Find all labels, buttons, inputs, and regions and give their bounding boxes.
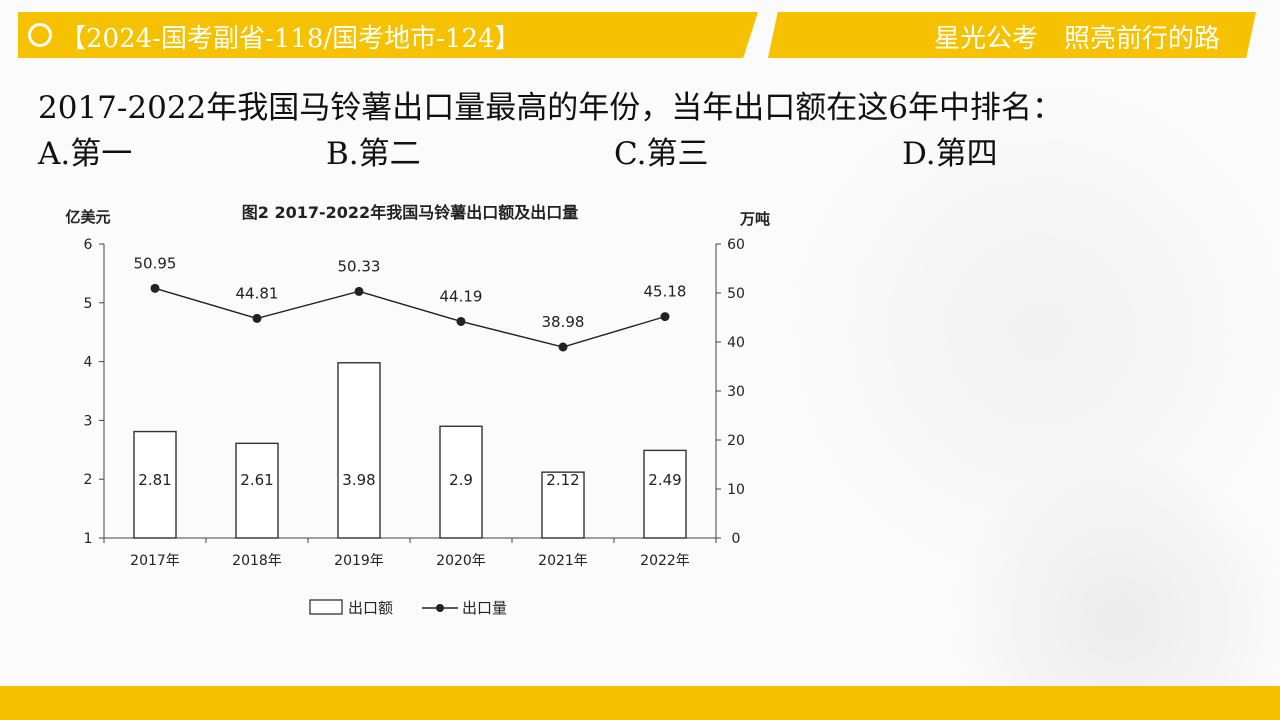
line-point	[558, 342, 568, 352]
line-point	[354, 286, 364, 296]
left-tick-label: 5	[84, 296, 93, 312]
x-tick-label: 2019年	[334, 553, 384, 569]
bar-export-value	[541, 471, 585, 539]
legend-bar-label: 出口额	[348, 599, 393, 617]
right-tick-label: 0	[732, 531, 741, 547]
bar-export-value	[337, 362, 381, 539]
answer-options: A.第一 B.第二 C.第三 D.第四	[38, 128, 1138, 172]
left-tick-label: 2	[84, 472, 93, 488]
right-tick-label: 50	[727, 286, 745, 302]
bar-data-label: 2.61	[240, 471, 273, 489]
chart-title: 图2 2017-2022年我国马铃薯出口额及出口量	[242, 203, 578, 222]
option-a[interactable]: A.第一	[38, 136, 133, 172]
export-chart: 图2 2017-2022年我国马铃薯出口额及出口量 亿美元 万吨 1234560…	[65, 203, 770, 617]
question-text: 2017-2022年我国马铃薯出口量最高的年份，当年出口额在这6年中排名：	[38, 90, 1063, 126]
bar-data-label: 2.49	[648, 471, 681, 489]
line-point	[252, 313, 262, 323]
x-tick-label: 2021年	[538, 553, 588, 569]
right-tick-label: 30	[727, 384, 745, 400]
bar-export-value	[133, 430, 177, 539]
bar-data-label: 2.9	[449, 471, 473, 489]
option-b[interactable]: B.第二	[326, 136, 421, 172]
line-data-label: 44.81	[236, 284, 279, 302]
bar-data-label: 2.12	[546, 471, 579, 489]
brand-slogan: 星光公考 照亮前行的路	[933, 24, 1220, 54]
bar-export-value	[643, 449, 687, 539]
bar-data-label: 2.81	[138, 471, 171, 489]
right-axis-unit: 万吨	[739, 210, 770, 228]
line-data-label: 50.95	[134, 254, 177, 272]
line-export-volume	[154, 287, 666, 348]
line-point	[456, 316, 466, 326]
legend-bar-swatch	[309, 599, 343, 615]
x-tick-label: 2022年	[640, 553, 690, 569]
bar-data-label: 3.98	[342, 471, 375, 489]
top-left-banner: 【2024-国考副省-118/国考地市-124】	[18, 12, 758, 58]
line-point	[660, 312, 670, 322]
legend-line-marker	[436, 604, 444, 612]
line-point	[150, 283, 160, 293]
bar-export-value	[439, 425, 483, 539]
line-data-label: 45.18	[644, 283, 687, 301]
top-right-banner: 星光公考 照亮前行的路	[768, 12, 1256, 58]
left-axis-unit: 亿美元	[65, 208, 110, 226]
right-tick-label: 20	[727, 433, 745, 449]
x-tick-label: 2017年	[130, 553, 180, 569]
right-tick-label: 60	[727, 237, 745, 253]
right-tick-label: 40	[727, 335, 745, 351]
left-tick-label: 4	[84, 355, 93, 371]
left-tick-label: 6	[84, 237, 93, 253]
option-c[interactable]: C.第三	[614, 136, 709, 172]
bar-export-value	[235, 442, 279, 539]
line-data-label: 50.33	[338, 257, 381, 275]
left-tick-label: 1	[84, 531, 93, 547]
x-tick-label: 2020年	[436, 553, 486, 569]
line-data-label: 44.19	[440, 287, 483, 305]
line-data-label: 38.98	[542, 313, 585, 331]
right-tick-label: 10	[727, 482, 745, 498]
option-d[interactable]: D.第四	[902, 136, 998, 172]
bottom-bar	[0, 686, 1280, 720]
legend-line-label: 出口量	[462, 599, 507, 617]
x-tick-label: 2018年	[232, 553, 282, 569]
left-tick-label: 3	[84, 413, 93, 429]
question-source-title: 【2024-国考副省-118/国考地市-124】	[60, 24, 521, 54]
circle-icon	[28, 23, 52, 47]
